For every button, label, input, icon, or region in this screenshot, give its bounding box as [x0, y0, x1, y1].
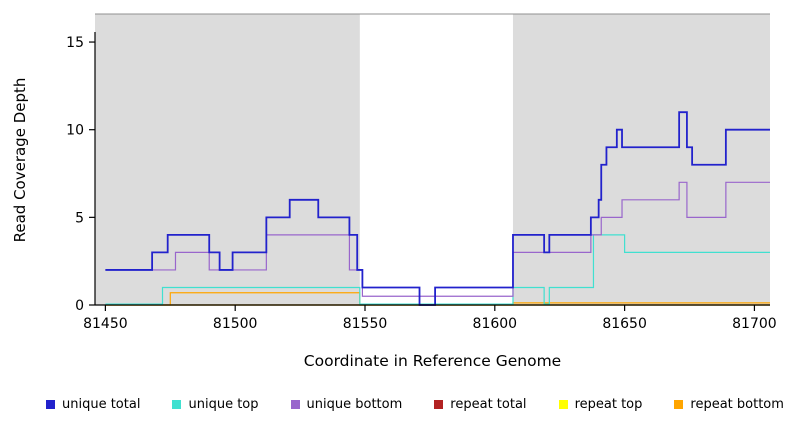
x-tick-label: 81450: [83, 316, 128, 332]
legend-item-unique-top: unique top: [172, 397, 259, 412]
legend: unique total unique top unique bottom repea…: [46, 397, 784, 412]
legend-label: unique total: [62, 397, 141, 412]
legend-item-repeat-bottom: repeat bottom: [674, 397, 784, 412]
series-line-unique-total: [105, 111, 770, 306]
coverage-gap-band: [359, 14, 513, 305]
legend-swatch-unique-top-icon: [172, 400, 182, 409]
x-tick-label: 81600: [473, 316, 518, 332]
legend-swatch-unique-bottom-icon: [290, 400, 300, 409]
legend-item-unique-bottom: unique bottom: [290, 397, 403, 412]
y-tick-label: 5: [75, 210, 84, 226]
legend-swatch-repeat-top-icon: [558, 400, 568, 409]
x-tick-label: 81550: [343, 316, 388, 332]
legend-swatch-repeat-total-icon: [434, 400, 444, 409]
legend-label: repeat total: [450, 397, 527, 412]
legend-item-repeat-total: repeat total: [434, 397, 527, 412]
legend-label: repeat top: [574, 397, 643, 412]
series-line-unique-top: [105, 234, 770, 305]
legend-item-repeat-top: repeat top: [558, 397, 643, 412]
x-tick-label: 81700: [732, 316, 777, 332]
x-axis-title: Coordinate in Reference Genome: [303, 352, 562, 370]
coverage-plot: 81450 81500 81550 81600 81650 81700 0 5 10 15: [66, 13, 777, 332]
legend-label: unique top: [188, 397, 259, 412]
legend-item-unique-total: unique total: [46, 397, 140, 412]
y-tick-label: 15: [66, 35, 84, 51]
y-tick-label: 10: [66, 123, 84, 139]
legend-swatch-unique-total-icon: [46, 400, 55, 409]
legend-label: unique bottom: [306, 397, 403, 412]
x-tick-label: 81650: [602, 316, 647, 332]
legend-swatch-repeat-bottom-icon: [674, 400, 684, 409]
x-tick-label: 81500: [213, 316, 258, 332]
legend-label: repeat bottom: [690, 397, 784, 412]
y-tick-label: 0: [75, 298, 84, 314]
